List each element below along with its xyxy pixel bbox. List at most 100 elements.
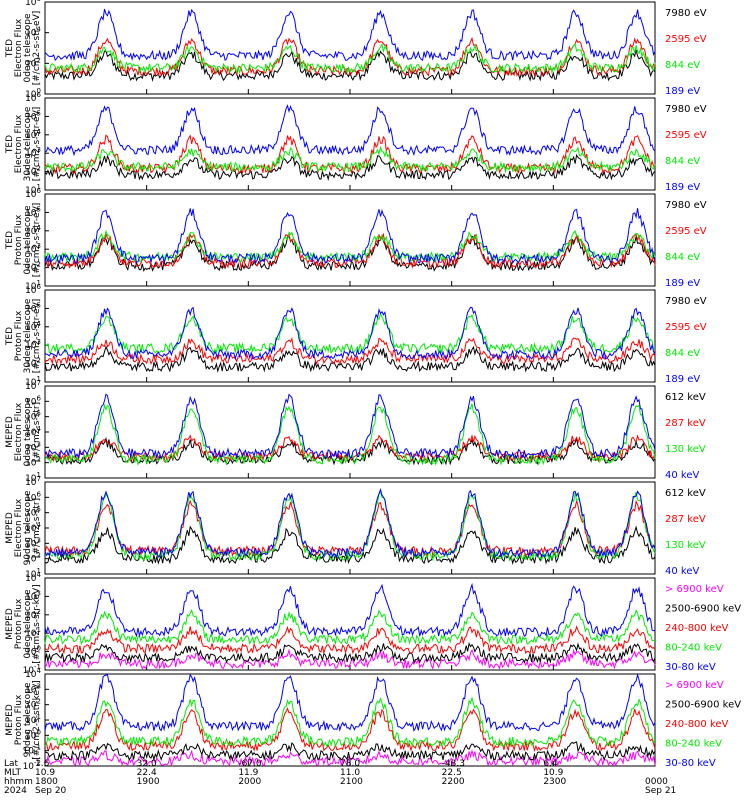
y-tick-label: 105 <box>25 410 41 423</box>
series-line-magenta <box>44 648 656 670</box>
y-tick-label: 105 <box>25 205 41 218</box>
legend-label: 2595 eV <box>665 130 707 141</box>
legend-label: 7980 eV <box>665 8 707 19</box>
y-tick-label: 106 <box>25 490 41 503</box>
panel-title: TEDElectron Flux30deg telescope[#/cm2-s-… <box>5 106 42 181</box>
footer-tick-lat: 32.0 <box>137 759 157 769</box>
legend-label: 189 eV <box>665 278 700 289</box>
legend-label: 844 eV <box>665 252 700 263</box>
y-tick-label: 104 <box>25 224 41 237</box>
series-line-green <box>44 312 656 355</box>
legend-label: 287 keV <box>665 514 706 525</box>
legend-label: 40 keV <box>665 470 699 481</box>
panel-frame <box>44 385 656 479</box>
y-tick-label: 100 <box>25 87 41 100</box>
series-line-green <box>44 145 656 174</box>
legend-label: 2500-6900 keV <box>665 700 741 711</box>
panel-4: 101 102 103 104 105 106 7980 eV 2595 eV 844 eV 18… <box>5 283 707 388</box>
series-line-blue <box>44 582 656 638</box>
legend-label: 240-800 keV <box>665 623 729 634</box>
footer-tick-mlt: 11.9 <box>238 768 258 778</box>
y-tick-label: 105 <box>25 301 41 314</box>
panel-7: 10-1 100 101 102 103 104 > 6900 keV 2500-6900 k… <box>5 571 741 676</box>
y-tick-label: 102 <box>25 698 41 711</box>
footer-tick-lat: 78.0 <box>340 759 360 769</box>
legend-label: 130 keV <box>665 444 706 455</box>
y-tick-label: 106 <box>25 283 41 296</box>
footer-row-label: MLT <box>4 768 22 778</box>
footer-tick-hhmm: 2300 <box>543 777 566 787</box>
legend-label: > 6900 keV <box>665 680 724 691</box>
y-tick-label: 103 <box>25 536 41 549</box>
footer-tick-date: Sep 20 <box>35 786 67 796</box>
series-line-blue <box>44 8 656 62</box>
y-tick-label: 104 <box>25 667 41 680</box>
panel-frame <box>44 193 656 287</box>
footer-tick-hhmm: 1800 <box>35 777 58 787</box>
series-line-black <box>44 153 656 182</box>
series-line-red <box>44 625 656 655</box>
y-tick-label: 106 <box>25 187 41 200</box>
y-tick-label: 103 <box>25 440 41 453</box>
y-tick-label: 103 <box>25 338 41 351</box>
y-tick-label: 106 <box>25 91 41 104</box>
y-tick-label: 104 <box>25 571 41 584</box>
panel-title: MEPEDElectron Flux0deg telescope[#/cm2-s… <box>5 397 42 467</box>
panel-frame <box>44 97 656 191</box>
y-tick-label: 102 <box>25 608 41 621</box>
y-tick-label: 104 <box>25 128 41 141</box>
legend-label: 844 eV <box>665 60 700 71</box>
series-line-red <box>44 36 656 78</box>
y-tick-label: 101 <box>25 183 41 196</box>
series-line-blue <box>44 306 656 361</box>
panel-3: 101 102 103 104 105 106 7980 eV 2595 eV 844 eV 18… <box>5 187 707 292</box>
legend-label: 80-240 keV <box>665 739 722 750</box>
series-line-red <box>44 232 656 270</box>
y-tick-label: 103 <box>25 242 41 255</box>
legend-label: 189 eV <box>665 182 700 193</box>
series-line-blue <box>44 104 656 157</box>
legend-label: 612 keV <box>665 392 706 403</box>
y-tick-label: 102 <box>25 456 41 469</box>
footer-tick-mlt: 22.4 <box>137 768 157 778</box>
footer-row-label: Lat <box>4 759 19 769</box>
legend-label: 189 eV <box>665 86 700 97</box>
y-tick-label: 107 <box>25 475 41 488</box>
y-tick-label: 104 <box>25 425 41 438</box>
panel-8: 10-2 10-1 100 101 102 103 104 > 6900 keV 2500-69… <box>5 667 741 772</box>
footer-row-label: hhmm <box>4 777 33 787</box>
legend-label: 30-80 keV <box>665 662 716 673</box>
panel-title: TEDElectron Flux0deg telescope[#/cm2-s-s… <box>5 11 42 86</box>
footer-tick-lat: -43.3 <box>442 759 465 769</box>
footer-tick-mlt: 11.0 <box>340 768 360 778</box>
y-tick-label: 103 <box>25 682 41 695</box>
y-tick-label: 105 <box>25 506 41 519</box>
panel-title: MEPEDProton Flux0deg telescope[#/cm2-s-s… <box>5 584 42 663</box>
series-line-green <box>44 696 656 748</box>
legend-label: > 6900 keV <box>665 584 724 595</box>
legend-label: 2500-6900 keV <box>665 604 741 615</box>
footer-tick-hhmm: 2100 <box>340 777 363 787</box>
y-tick-label: 101 <box>25 713 41 726</box>
panel-title: MEPEDElectron Flux90deg telescope[#/cm2-… <box>5 490 42 565</box>
y-tick-label: 10-1 <box>23 663 41 676</box>
footer-tick-hhmm: 2200 <box>442 777 465 787</box>
y-tick-label: 100 <box>25 645 41 658</box>
y-tick-label: 104 <box>25 26 41 39</box>
legend-label: 40 keV <box>665 566 699 577</box>
y-tick-label: 103 <box>25 589 41 602</box>
series-line-blue <box>44 672 656 732</box>
footer-tick-date: Sep 21 <box>645 786 676 796</box>
y-tick-label: 102 <box>25 357 41 370</box>
footer-tick-lat: 6.4 <box>543 759 558 769</box>
legend-label: 612 keV <box>665 488 706 499</box>
legend-label: 2595 eV <box>665 226 707 237</box>
legend-label: 287 keV <box>665 418 706 429</box>
panel-title: TEDProton Flux0deg telescope[#/cm2-s-str… <box>5 203 42 278</box>
y-tick-label: 106 <box>25 0 41 8</box>
y-tick-label: 102 <box>25 261 41 274</box>
y-tick-label: 101 <box>25 279 41 292</box>
series-line-blue <box>44 487 656 559</box>
